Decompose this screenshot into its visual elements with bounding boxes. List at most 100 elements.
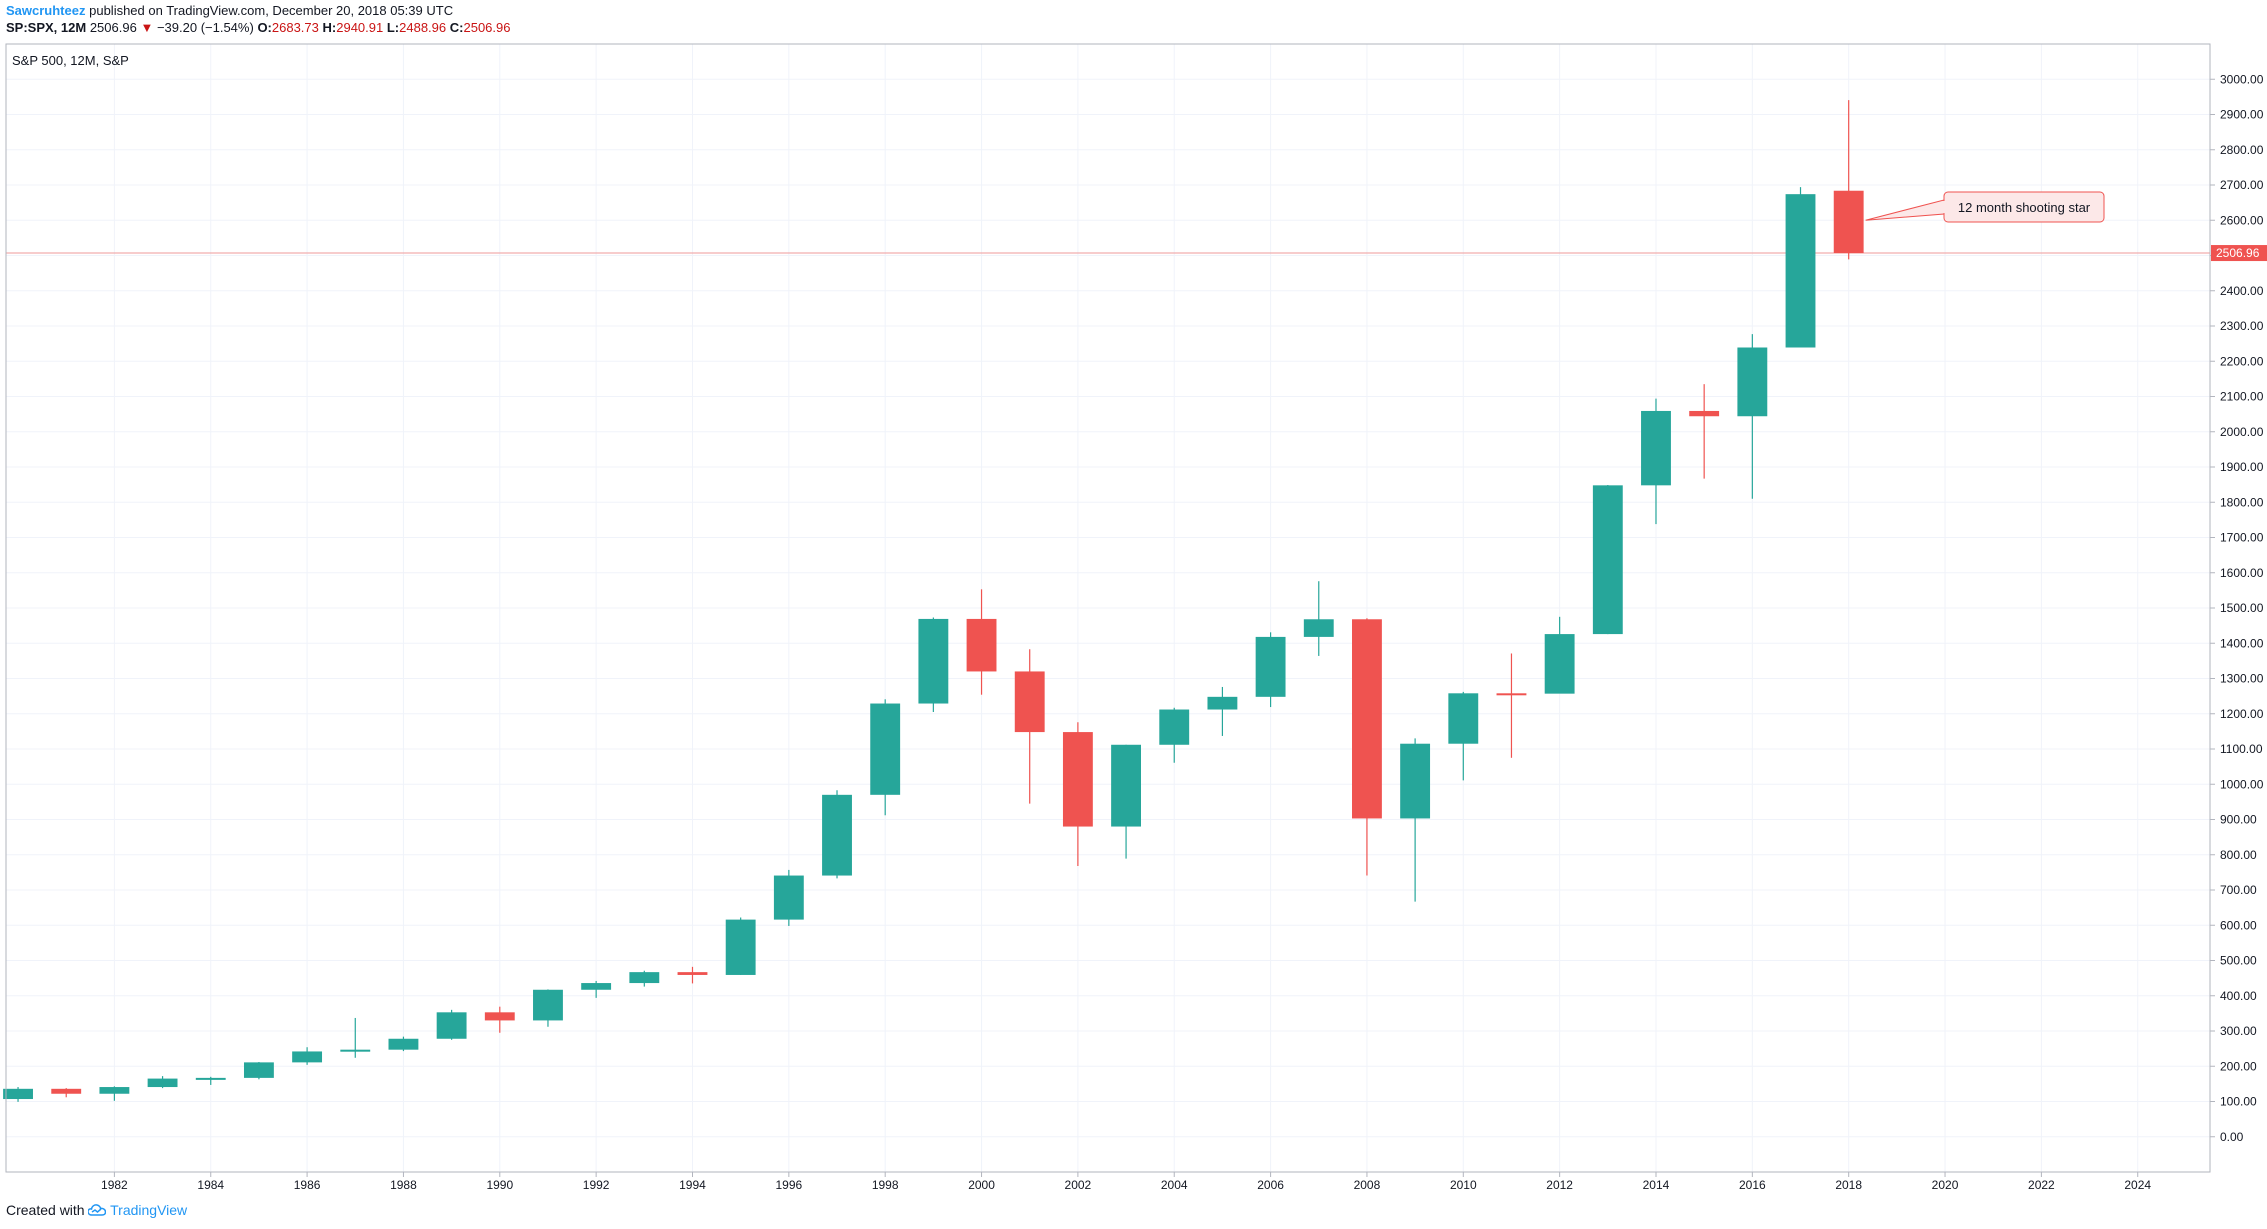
candle <box>1592 484 1623 635</box>
candle-body <box>99 1087 130 1094</box>
candle <box>1111 744 1141 859</box>
candle <box>533 989 563 1027</box>
last-price: 2506.96 <box>89 20 137 35</box>
grid-lines <box>6 44 2210 1172</box>
candle-body <box>243 1062 274 1078</box>
close-value: 2506.96 <box>463 20 511 35</box>
candle-body <box>773 875 804 920</box>
author-link[interactable]: Sawcruhteez <box>6 3 86 18</box>
ohlc-line: SP:SPX, 12M 2506.96 ▼ −39.20 (−1.54%) O:… <box>6 20 510 35</box>
candle-body <box>1352 619 1382 819</box>
candle <box>436 1009 467 1040</box>
candle <box>1737 334 1768 499</box>
y-tick-label: 300.00 <box>2220 1024 2257 1038</box>
x-tick-label: 1996 <box>775 1178 802 1192</box>
open-label: O: <box>257 20 272 35</box>
candle-body <box>340 1049 371 1052</box>
candles <box>3 100 1864 1102</box>
candle-body <box>1592 485 1623 635</box>
candle-body <box>147 1078 178 1088</box>
y-tick-label: 1400.00 <box>2220 636 2264 650</box>
candle-body <box>1255 636 1286 697</box>
candle-body <box>1111 744 1141 827</box>
y-tick-label: 1600.00 <box>2220 566 2264 580</box>
candle-body <box>1448 693 1479 744</box>
high-value: 2940.91 <box>336 20 384 35</box>
tradingview-link[interactable]: TradingView <box>110 1202 188 1218</box>
y-tick-label: 1800.00 <box>2220 495 2264 509</box>
candle <box>99 1086 130 1101</box>
candle <box>1641 398 1671 525</box>
candle <box>1255 632 1286 708</box>
y-tick-label: 200.00 <box>2220 1059 2257 1073</box>
y-tick-label: 500.00 <box>2220 954 2257 968</box>
candle-body <box>1014 671 1045 733</box>
y-tick-label: 2000.00 <box>2220 425 2264 439</box>
open-value: 2683.73 <box>271 20 319 35</box>
footer: Created with TradingView <box>6 1202 187 1218</box>
candle <box>1014 649 1045 804</box>
candle-body <box>51 1088 82 1094</box>
x-tick-label: 1982 <box>101 1178 128 1192</box>
x-tick-label: 1990 <box>486 1178 513 1192</box>
candle <box>195 1076 226 1085</box>
candle-body <box>533 989 563 1021</box>
x-tick-label: 1986 <box>294 1178 321 1192</box>
candle-body <box>966 618 997 672</box>
x-tick-label: 2016 <box>1739 1178 1766 1192</box>
x-tick-label: 2018 <box>1835 1178 1862 1192</box>
x-tick-label: 2000 <box>968 1178 995 1192</box>
x-tick-label: 1992 <box>583 1178 610 1192</box>
candle <box>243 1062 274 1080</box>
candle <box>1159 707 1190 763</box>
candle-body <box>725 919 756 975</box>
candle-body <box>1641 410 1671 486</box>
axes: 0.00 100.00 200.00 300.00 400.00 500.00 600.00… <box>5 43 2267 1192</box>
x-tick-label: 1988 <box>390 1178 417 1192</box>
candle <box>1785 187 1816 348</box>
y-tick-label: 800.00 <box>2220 848 2257 862</box>
publish-line: Sawcruhteez published on TradingView.com… <box>6 3 453 18</box>
candle-body <box>1737 347 1768 417</box>
candle-body <box>388 1038 419 1050</box>
y-tick-label: 1200.00 <box>2220 707 2264 721</box>
y-tick-label: 900.00 <box>2220 813 2257 827</box>
candle-body <box>677 972 708 975</box>
candle-body <box>918 618 949 704</box>
y-tick-label: 2800.00 <box>2220 143 2264 157</box>
last-price-label-bg <box>2211 245 2267 262</box>
candle <box>1544 616 1575 694</box>
candle-body <box>292 1051 323 1063</box>
x-tick-label: 2012 <box>1546 1178 1573 1192</box>
candle <box>1448 691 1479 781</box>
published-text: published on TradingView.com, December 2… <box>89 3 454 18</box>
symbol-label: SP:SPX, 12M <box>6 20 87 35</box>
x-tick-label: 1998 <box>872 1178 899 1192</box>
candle <box>1400 738 1431 902</box>
y-tick-label: 700.00 <box>2220 883 2257 897</box>
callout-pointer <box>1865 199 1945 221</box>
candle <box>1352 618 1382 876</box>
x-tick-label: 2024 <box>2124 1178 2151 1192</box>
y-tick-label: 1100.00 <box>2220 742 2263 756</box>
candle <box>870 699 901 816</box>
candle <box>822 790 852 879</box>
x-tick-label: 2002 <box>1065 1178 1092 1192</box>
candle <box>1689 384 1720 479</box>
candle-body <box>1159 709 1190 745</box>
y-tick-label: 2700.00 <box>2220 178 2264 192</box>
candle-body <box>484 1012 515 1021</box>
candle-body <box>870 703 901 795</box>
y-tick-label: 2900.00 <box>2220 108 2264 122</box>
x-tick-label: 1984 <box>197 1178 224 1192</box>
high-label: H: <box>322 20 337 35</box>
candle-body <box>1207 696 1238 710</box>
x-tick-label: 2010 <box>1450 1178 1477 1192</box>
candle-body <box>436 1012 467 1039</box>
candle <box>629 970 660 987</box>
candle <box>1303 581 1334 656</box>
candle <box>388 1036 419 1052</box>
chart-title: S&P 500, 12M, S&P <box>12 53 129 68</box>
candle <box>1207 686 1238 736</box>
